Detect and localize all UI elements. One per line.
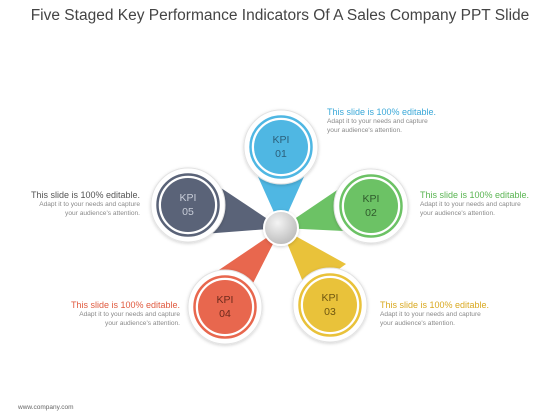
callout-kpi-05-body-line2: your audience's attention. — [65, 209, 140, 217]
kpi-04-label: KPI — [217, 294, 234, 306]
kpi-03-label: KPI — [322, 292, 339, 304]
callout-kpi-01: This slide is 100% editable. Adapt it to… — [327, 107, 507, 135]
kpi-node-02: KPI 02 — [333, 168, 409, 244]
kpi-02-number: 02 — [365, 207, 377, 219]
callout-kpi-01-body-line1: Adapt it to your needs and capture — [327, 118, 428, 125]
connector-kpi-01 — [255, 170, 307, 228]
center-hub — [263, 210, 299, 246]
kpi-node-03: KPI 03 — [292, 267, 368, 343]
callout-kpi-01-body-line2: your audience's attention. — [327, 126, 402, 134]
callout-kpi-05-body-line1: Adapt it to your needs and capture — [39, 201, 140, 208]
callout-kpi-04: This slide is 100% editable. Adapt it to… — [0, 300, 180, 328]
kpi-04-number: 04 — [219, 308, 231, 320]
kpi-05-label: KPI — [180, 192, 197, 204]
callout-kpi-02-heading: This slide is 100% editable. — [420, 190, 530, 200]
footer-url: www.company.com — [18, 404, 74, 411]
callout-kpi-05-heading: This slide is 100% editable. — [30, 190, 140, 200]
kpi-03-number: 03 — [324, 306, 336, 318]
kpi-01-label: KPI — [273, 134, 290, 146]
callout-kpi-01-heading: This slide is 100% editable. — [327, 107, 437, 117]
callout-kpi-04-heading: This slide is 100% editable. — [70, 300, 180, 310]
callout-kpi-03-body-line2: your audience's attention. — [380, 319, 455, 327]
kpi-node-04: KPI 04 — [187, 269, 263, 345]
callout-kpi-04-body-line1: Adapt it to your needs and capture — [79, 311, 180, 318]
callout-kpi-02: This slide is 100% editable. Adapt it to… — [420, 190, 560, 218]
slide-title: Five Staged Key Performance Indicators O… — [30, 7, 530, 24]
connector-kpi-03 — [281, 228, 346, 292]
callout-kpi-02-body-line2: your audience's attention. — [420, 209, 495, 217]
callout-kpi-03-body-line1: Adapt it to your needs and capture — [380, 311, 481, 318]
callout-kpi-05: This slide is 100% editable. Adapt it to… — [0, 190, 140, 218]
kpi-02-label: KPI — [363, 193, 380, 205]
kpi-node-01: KPI 01 — [243, 109, 319, 185]
callout-kpi-03: This slide is 100% editable. Adapt it to… — [380, 300, 560, 328]
kpi-node-05: KPI 05 — [150, 167, 226, 243]
callout-kpi-04-body-line2: your audience's attention. — [105, 319, 180, 327]
kpi-01-number: 01 — [275, 148, 287, 160]
callout-kpi-03-heading: This slide is 100% editable. — [380, 300, 490, 310]
kpi-05-number: 05 — [182, 206, 194, 218]
callout-kpi-02-body-line1: Adapt it to your needs and capture — [420, 201, 521, 208]
